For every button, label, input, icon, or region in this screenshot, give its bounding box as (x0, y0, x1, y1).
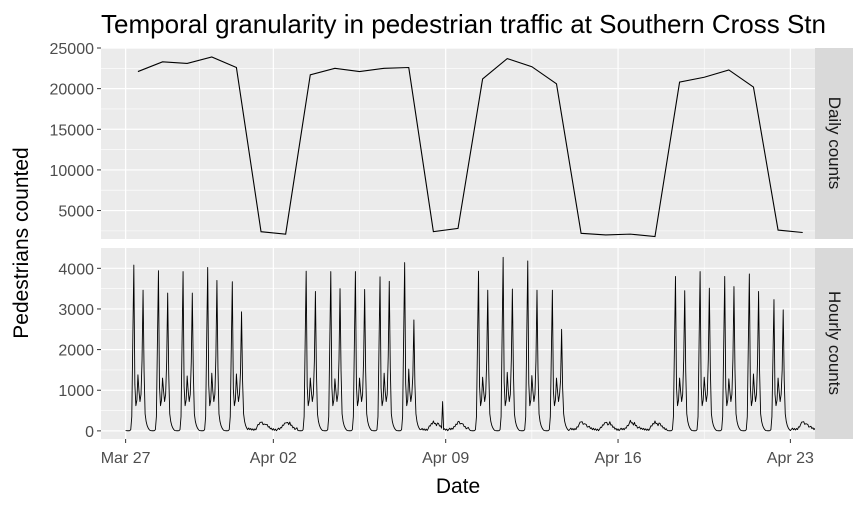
y-tick-label: 10000 (50, 163, 95, 180)
panel-hourly-y-tick-labels: 0 1000 2000 3000 4000 (58, 261, 94, 441)
x-tick-label: Apr 23 (767, 450, 814, 467)
y-tick-label: 3000 (58, 302, 94, 319)
y-tick-label: 1000 (58, 383, 94, 400)
y-tick-label: 20000 (50, 82, 95, 99)
panel-daily-background (101, 48, 815, 239)
panel-hourly-major-grid (101, 248, 815, 439)
strip-hourly-background (815, 248, 853, 439)
y-tick-label: 0 (85, 424, 94, 441)
panel-hourly-minor-grid (101, 248, 815, 439)
x-axis-ticks (125, 439, 791, 443)
strip-daily-label: Daily counts (825, 97, 844, 190)
panel-daily: 5000 10000 15000 20000 25000 Daily counts (50, 41, 853, 239)
x-tick-label: Apr 09 (422, 450, 469, 467)
panel-hourly-background (101, 248, 815, 439)
hourly-counts-line (125, 256, 816, 432)
x-axis-title: Date (436, 475, 480, 498)
chart-title: Temporal granularity in pedestrian traff… (101, 9, 826, 39)
panel-hourly: 0 1000 2000 3000 4000 Hourly counts (58, 248, 853, 441)
y-tick-label: 15000 (50, 122, 95, 139)
panel-daily-y-ticks (97, 47, 101, 212)
y-tick-label: 4000 (58, 261, 94, 278)
panel-daily-y-tick-labels: 5000 10000 15000 20000 25000 (50, 41, 95, 221)
x-tick-label: Apr 16 (594, 450, 641, 467)
y-tick-label: 5000 (58, 204, 94, 221)
panel-hourly-y-ticks (97, 267, 101, 432)
strip-hourly-label: Hourly counts (825, 291, 844, 395)
x-tick-label: Mar 27 (101, 450, 151, 467)
x-axis-tick-labels: Mar 27 Apr 02 Apr 09 Apr 16 Apr 23 (101, 450, 814, 467)
y-tick-label: 25000 (50, 41, 95, 58)
panel-daily-minor-grid (101, 48, 815, 239)
y-axis-title: Pedestrians counted (10, 147, 33, 338)
daily-counts-line (137, 56, 803, 238)
y-tick-label: 2000 (58, 343, 94, 360)
x-tick-label: Apr 02 (250, 450, 297, 467)
strip-daily-background (815, 48, 853, 239)
panel-daily-major-grid (101, 47, 815, 239)
